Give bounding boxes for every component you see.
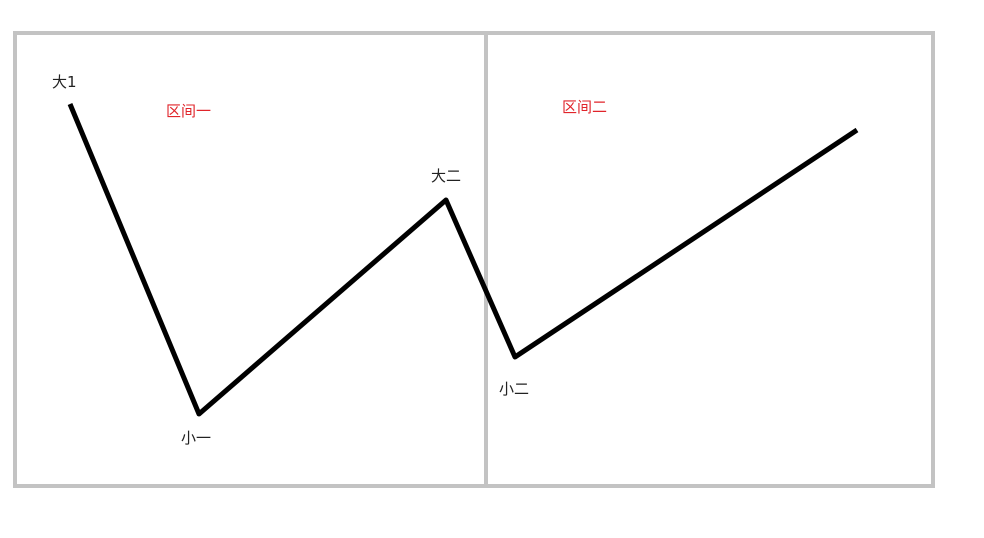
point-label-high-1: 大1 [52, 73, 77, 91]
point-label-low-2: 小二 [499, 380, 529, 398]
outer-frame [13, 31, 935, 488]
region-label-2: 区间二 [562, 98, 607, 116]
point-label-low-1: 小一 [181, 429, 211, 447]
point-label-high-2: 大二 [431, 167, 461, 185]
region-label-1: 区间一 [166, 102, 211, 120]
zigzag-line [67, 103, 859, 417]
